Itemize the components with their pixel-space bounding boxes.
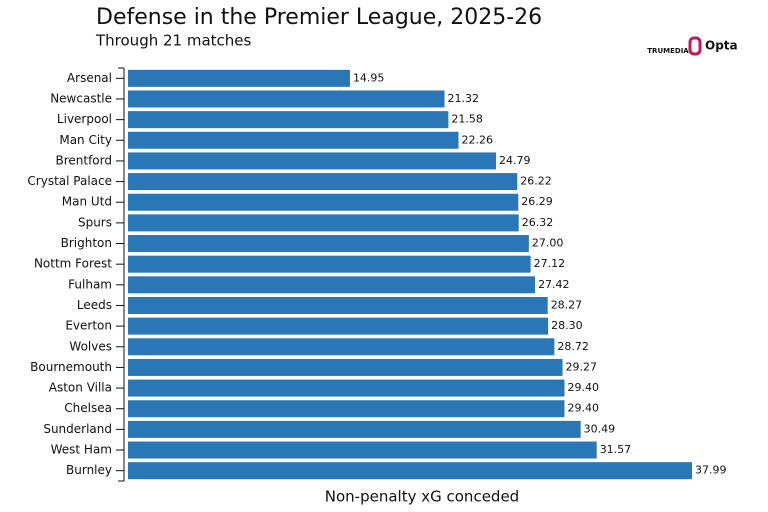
bar [128,214,519,232]
data-label: 27.00 [532,237,564,250]
bar [128,296,548,314]
y-tick-label: Man Utd [62,195,112,209]
data-label: 28.30 [551,319,583,332]
logo-icon [688,36,702,56]
y-tick-label: Newcastle [50,91,112,105]
y-tick-label: Man City [59,133,112,147]
bar [128,90,445,108]
bar [128,111,449,129]
data-label: 14.95 [353,71,385,84]
data-label: 26.22 [520,175,552,188]
y-tick-label: Spurs [78,215,112,229]
data-label: 21.32 [448,92,480,105]
bar [128,255,531,273]
bar [128,338,555,356]
y-tick-label: Chelsea [64,401,112,415]
bar [128,441,597,459]
y-tick-label: Burnley [66,463,112,477]
bar [128,152,497,170]
data-label: 26.29 [521,195,553,208]
y-tick-label: Bournemouth [30,360,112,374]
x-axis-label: Non-penalty xG conceded [325,488,519,506]
y-tick-label: Arsenal [67,71,112,85]
data-label: 29.40 [567,402,599,415]
bar [128,193,519,211]
y-tick-label: Brentford [55,153,112,167]
y-tick-label: Liverpool [57,112,112,126]
y-tick-label: Everton [65,319,112,333]
data-label: 24.79 [499,154,531,167]
data-label: 28.27 [551,298,583,311]
y-tick-label: Brighton [61,236,112,250]
bar [128,400,565,418]
bar [128,173,518,191]
bar [128,276,536,294]
y-tick-label: Sunderland [43,422,112,436]
data-label: 30.49 [584,422,616,435]
y-tick-label: West Ham [51,443,112,457]
bar [128,379,565,397]
data-label: 37.99 [695,464,727,477]
data-label: 29.40 [567,381,599,394]
bar [128,462,692,480]
y-tick-label: Nottm Forest [34,257,112,271]
y-tick-label: Fulham [68,277,112,291]
logo-text: Opta [705,39,738,53]
logo-text: TRUMEDIA [647,47,689,55]
data-label: 29.27 [566,360,598,373]
bar [128,69,350,87]
data-label: 27.42 [538,278,570,291]
data-label: 31.57 [600,443,632,456]
y-tick-label: Leeds [77,298,112,312]
data-label: 21.58 [451,113,483,126]
chart-title: Defense in the Premier League, 2025-26 [96,5,542,30]
bar [128,235,529,253]
y-tick-label: Aston Villa [49,381,112,395]
chart-subtitle: Through 21 matches [95,32,252,50]
y-tick-label: Crystal Palace [27,174,112,188]
data-label: 26.32 [522,216,554,229]
bar [128,420,581,438]
y-tick-label: Wolves [69,339,112,353]
bar [128,131,459,149]
data-label: 22.26 [461,133,493,146]
data-label: 27.12 [534,257,566,270]
data-label: 28.72 [557,340,589,353]
bar [128,317,549,335]
bar [128,358,563,376]
